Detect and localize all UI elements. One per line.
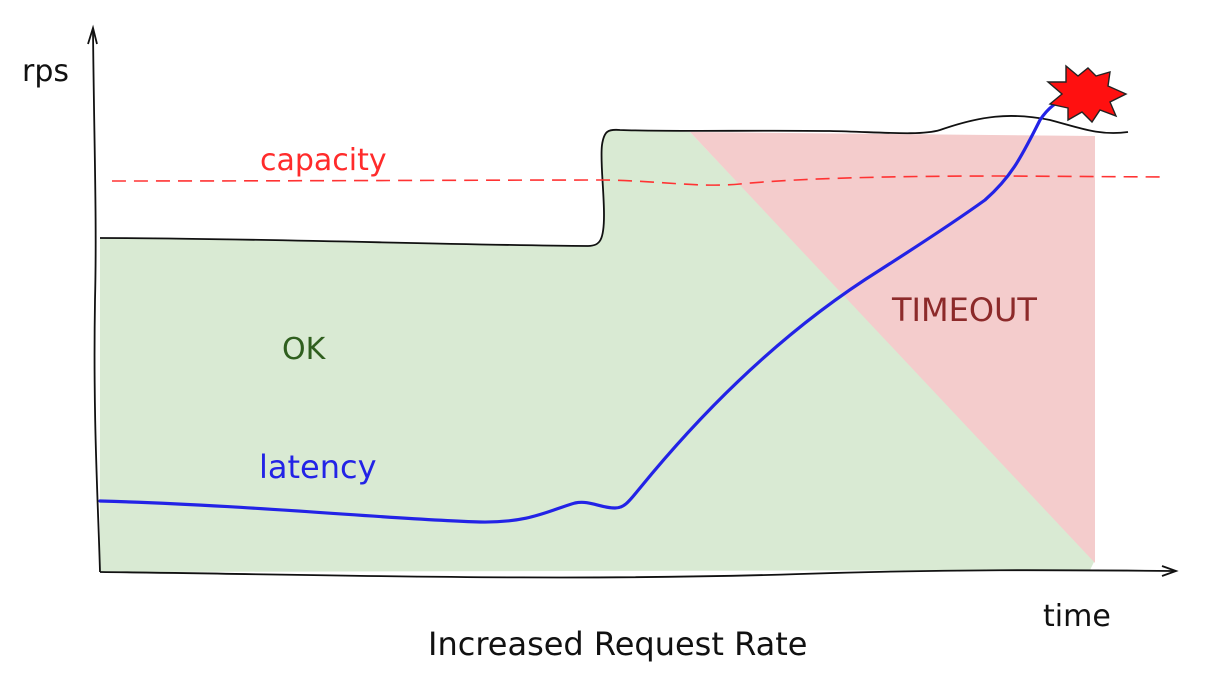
ok-region <box>100 129 1095 572</box>
x-axis-label: time <box>1043 599 1111 634</box>
latency-line <box>98 96 1070 524</box>
ok-label: OK <box>282 332 327 367</box>
diagram-title: Increased Request Rate <box>428 625 807 663</box>
y-axis <box>92 29 101 573</box>
y-axis-label: rps <box>22 54 69 89</box>
x-axis-arrow <box>1161 565 1179 577</box>
explosion-icon <box>1046 64 1128 124</box>
capacity-label: capacity <box>260 143 387 178</box>
timeout-label: TIMEOUT <box>891 291 1037 329</box>
x-axis <box>99 569 1176 579</box>
capacity-line <box>111 175 1166 186</box>
latency-label: latency <box>259 448 377 486</box>
timeout-region <box>690 132 1095 563</box>
y-axis-arrow <box>87 24 98 45</box>
load-curve <box>99 115 1129 247</box>
